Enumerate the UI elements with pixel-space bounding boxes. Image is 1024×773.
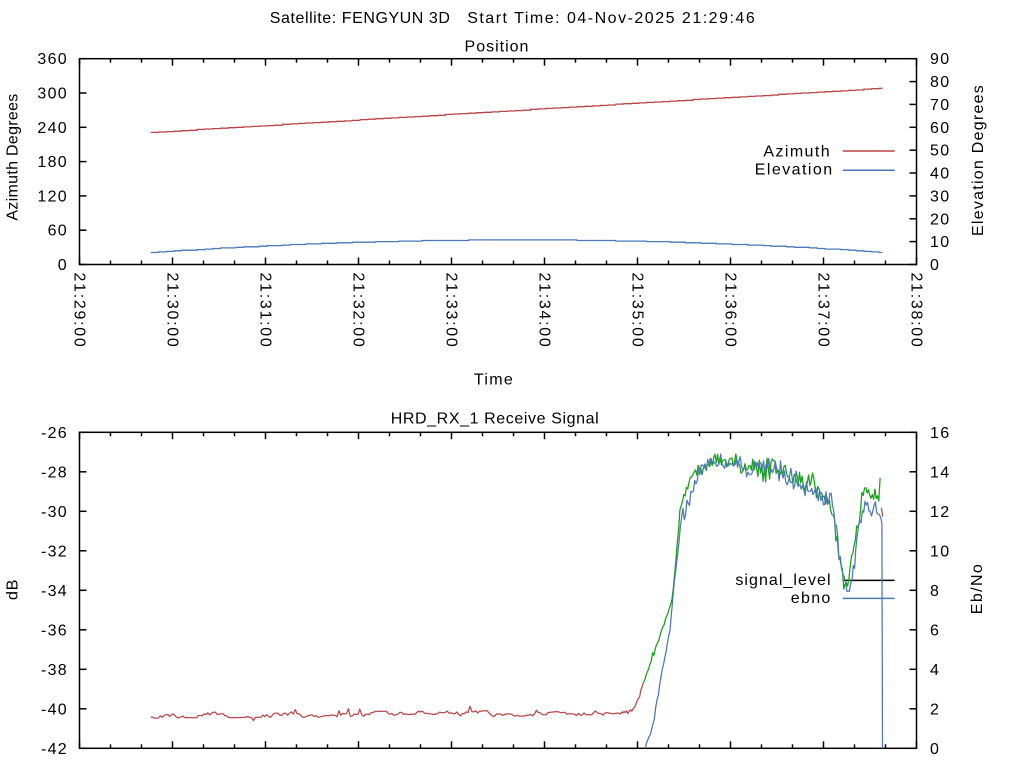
svg-text:0: 0	[930, 257, 940, 274]
svg-text:21:31:00: 21:31:00	[256, 273, 273, 349]
svg-text:Azimuth Degrees: Azimuth Degrees	[5, 93, 22, 220]
svg-text:60: 60	[930, 120, 950, 137]
svg-text:21:37:00: 21:37:00	[814, 273, 831, 349]
svg-text:0: 0	[930, 741, 940, 758]
svg-text:Satellite: FENGYUN 3D: Satellite: FENGYUN 3D	[270, 10, 451, 27]
svg-text:4: 4	[930, 662, 940, 679]
svg-text:-26: -26	[41, 425, 68, 442]
svg-text:14: 14	[930, 464, 950, 481]
svg-text:Position: Position	[465, 38, 530, 55]
svg-text:-42: -42	[41, 741, 68, 758]
svg-text:10: 10	[930, 234, 950, 251]
svg-text:21:35:00: 21:35:00	[628, 273, 645, 349]
svg-text:180: 180	[37, 154, 68, 171]
svg-text:Elevation Degrees: Elevation Degrees	[970, 84, 987, 236]
svg-text:16: 16	[930, 425, 950, 442]
svg-text:240: 240	[37, 120, 68, 137]
svg-text:70: 70	[930, 97, 950, 114]
svg-text:21:32:00: 21:32:00	[349, 273, 366, 349]
svg-text:12: 12	[930, 504, 950, 521]
svg-text:-32: -32	[41, 543, 68, 560]
svg-text:21:33:00: 21:33:00	[442, 273, 459, 349]
svg-text:2: 2	[930, 701, 940, 718]
svg-text:6: 6	[930, 622, 940, 639]
svg-text:-40: -40	[41, 701, 68, 718]
svg-text:21:38:00: 21:38:00	[907, 273, 924, 349]
svg-text:signal_level: signal_level	[735, 572, 831, 589]
svg-text:Start Time: 04-Nov-2025 21:29:: Start Time: 04-Nov-2025 21:29:46	[467, 10, 756, 27]
svg-text:300: 300	[37, 86, 68, 103]
svg-text:-28: -28	[41, 464, 68, 481]
svg-text:HRD_RX_1 Receive Signal: HRD_RX_1 Receive Signal	[391, 410, 600, 427]
svg-text:8: 8	[930, 583, 940, 600]
svg-text:10: 10	[930, 543, 950, 560]
svg-text:20: 20	[930, 211, 950, 228]
svg-text:-30: -30	[41, 504, 68, 521]
svg-text:360: 360	[37, 51, 68, 68]
svg-text:50: 50	[930, 143, 950, 160]
svg-text:120: 120	[37, 188, 68, 205]
svg-text:21:30:00: 21:30:00	[163, 273, 180, 349]
svg-text:21:36:00: 21:36:00	[721, 273, 738, 349]
svg-text:Eb/No: Eb/No	[969, 563, 986, 614]
svg-text:dB: dB	[5, 579, 22, 600]
svg-text:21:34:00: 21:34:00	[535, 273, 552, 349]
svg-text:40: 40	[930, 166, 950, 183]
svg-text:80: 80	[930, 74, 950, 91]
svg-text:60: 60	[48, 223, 68, 240]
svg-text:21:29:00: 21:29:00	[70, 273, 87, 349]
svg-text:Time: Time	[474, 372, 514, 389]
svg-text:0: 0	[58, 257, 68, 274]
svg-text:Elevation: Elevation	[755, 161, 834, 178]
svg-text:30: 30	[930, 188, 950, 205]
svg-text:-38: -38	[41, 662, 68, 679]
svg-text:ebno: ebno	[791, 590, 832, 607]
svg-text:-34: -34	[41, 583, 68, 600]
svg-text:Azimuth: Azimuth	[763, 143, 831, 160]
svg-text:90: 90	[930, 51, 950, 68]
svg-text:-36: -36	[41, 622, 68, 639]
